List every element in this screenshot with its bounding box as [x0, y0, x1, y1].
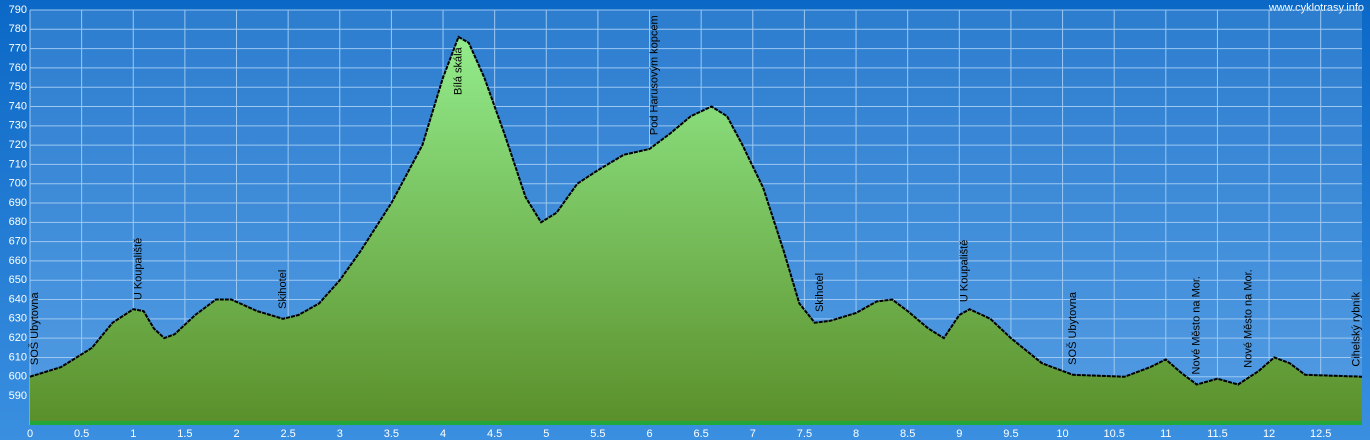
x-tick-label: 8	[853, 428, 859, 440]
x-tick-label: 1	[130, 428, 136, 440]
y-tick-label: 600	[9, 371, 27, 383]
x-tick-label: 11.5	[1207, 428, 1228, 440]
y-tick-label: 730	[9, 120, 27, 132]
x-tick-label: 2.5	[280, 428, 295, 440]
y-tick-label: 750	[9, 81, 27, 93]
area-fill	[30, 37, 1362, 425]
x-tick-label: 0	[27, 428, 33, 440]
y-tick-label: 780	[9, 23, 27, 35]
y-tick-label: 650	[9, 274, 27, 286]
y-tick-label: 640	[9, 293, 27, 305]
y-tick-label: 590	[9, 390, 27, 402]
y-tick-label: 610	[9, 351, 27, 363]
y-tick-label: 630	[9, 313, 27, 325]
x-tick-label: 7.5	[797, 428, 812, 440]
y-tick-label: 620	[9, 332, 27, 344]
waypoint-label: Nové Město na Mor.	[1191, 276, 1203, 374]
waypoint-label: Bílá skála	[452, 46, 464, 95]
x-tick-label: 4.5	[487, 428, 502, 440]
y-tick-label: 790	[9, 4, 27, 16]
waypoint-label: Skihotel	[814, 273, 826, 312]
y-tick-label: 670	[9, 236, 27, 248]
x-tick-label: 8.5	[900, 428, 915, 440]
x-tick-label: 12	[1263, 428, 1275, 440]
x-tick-label: 3	[337, 428, 343, 440]
y-tick-label: 720	[9, 139, 27, 151]
waypoint-label: Cihelský rybník	[1351, 291, 1363, 366]
x-tick-label: 10	[1056, 428, 1068, 440]
x-tick-label: 9	[956, 428, 962, 440]
waypoint-label: SOŠ Ubytovna	[1066, 291, 1079, 365]
x-tick-label: 7	[750, 428, 756, 440]
waypoint-label: Nové Město na Mor.	[1242, 269, 1254, 367]
x-tick-label: 10.5	[1103, 428, 1124, 440]
y-tick-label: 770	[9, 43, 27, 55]
x-tick-label: 6	[646, 428, 652, 440]
surface-strip	[30, 421, 1362, 425]
y-tick-label: 710	[9, 158, 27, 170]
y-tick-label: 680	[9, 216, 27, 228]
x-tick-label: 2	[233, 428, 239, 440]
profile-line	[29, 35, 1363, 386]
y-tick-label: 740	[9, 100, 27, 112]
x-tick-label: 1.5	[177, 428, 192, 440]
watermark: www.cyklotrasy.info	[1268, 2, 1364, 14]
x-tick-label: 0.5	[74, 428, 89, 440]
x-tick-label: 4	[440, 428, 446, 440]
x-tick-label: 6.5	[694, 428, 709, 440]
y-tick-label: 690	[9, 197, 27, 209]
waypoint-label: Pod Harusovým kopcem	[649, 15, 661, 135]
y-tick-label: 760	[9, 62, 27, 74]
x-tick-label: 9.5	[1003, 428, 1018, 440]
waypoint-label: U Koupaliště	[132, 238, 144, 300]
waypoint-label: SOŠ Ubytovna	[28, 291, 41, 365]
x-tick-label: 11	[1160, 428, 1171, 440]
x-tick-label: 12.5	[1310, 428, 1331, 440]
x-tick-label: 5	[543, 428, 549, 440]
y-tick-label: 700	[9, 178, 27, 190]
x-tick-label: 5.5	[590, 428, 605, 440]
x-tick-label: 3.5	[384, 428, 399, 440]
y-tick-label: 660	[9, 255, 27, 267]
waypoint-label: U Koupaliště	[958, 240, 970, 302]
waypoint-label: Skihotel	[277, 270, 289, 309]
